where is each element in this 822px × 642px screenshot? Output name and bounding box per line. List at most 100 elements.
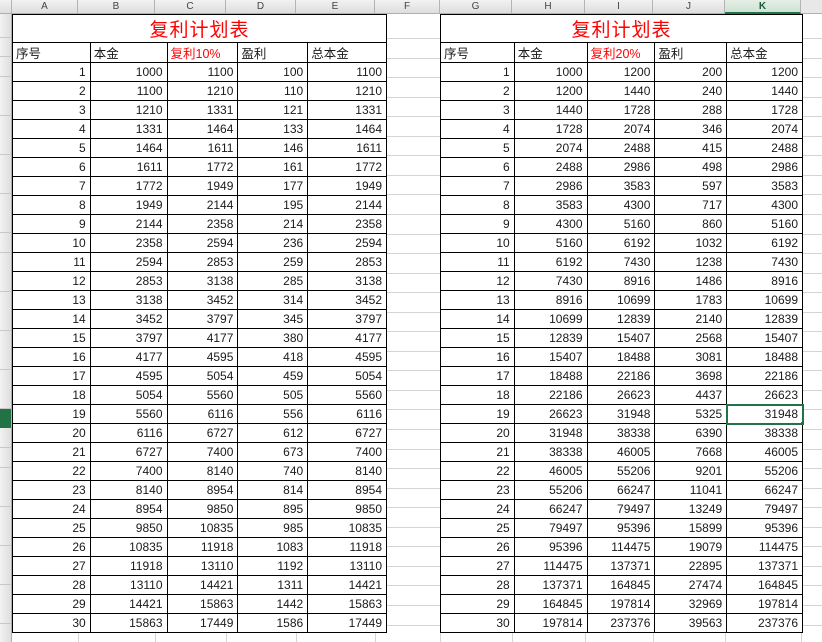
cell-r23-c1[interactable]: 8140 bbox=[89, 480, 168, 500]
cell-r12-c2[interactable]: 8916 bbox=[586, 271, 656, 291]
cell-r14-c0[interactable]: 14 bbox=[440, 309, 515, 329]
cell-r13-c4[interactable]: 10699 bbox=[726, 290, 803, 310]
cell-r1-c1[interactable]: 1000 bbox=[89, 62, 168, 82]
cell-r27-c1[interactable]: 114475 bbox=[513, 556, 588, 576]
cell-r14-c3[interactable]: 2140 bbox=[654, 309, 728, 329]
row-header-18[interactable] bbox=[0, 389, 11, 409]
cell-r7-c3[interactable]: 597 bbox=[654, 176, 728, 196]
cell-r7-c2[interactable]: 3583 bbox=[586, 176, 656, 196]
cell-r24-c2[interactable]: 9850 bbox=[166, 499, 239, 519]
cell-r25-c0[interactable]: 25 bbox=[12, 518, 91, 538]
table-row[interactable]: 15 3797 4177 380 4177 bbox=[12, 328, 387, 348]
cell-r22-c3[interactable]: 740 bbox=[237, 461, 309, 481]
cell-r22-c1[interactable]: 7400 bbox=[89, 461, 168, 481]
cell-r23-c2[interactable]: 8954 bbox=[166, 480, 239, 500]
cell-r19-c3[interactable]: 5325 bbox=[654, 404, 728, 424]
cell-r29-c0[interactable]: 29 bbox=[440, 594, 515, 614]
cell-r24-c4[interactable]: 79497 bbox=[726, 499, 803, 519]
cell-r25-c1[interactable]: 79497 bbox=[513, 518, 588, 538]
table-row[interactable]: 18 22186 26623 4437 26623 bbox=[440, 385, 803, 405]
cell-r3-c2[interactable]: 1728 bbox=[586, 100, 656, 120]
table-row[interactable]: 1 1000 1200 200 1200 bbox=[440, 62, 803, 82]
cell-r5-c0[interactable]: 5 bbox=[12, 138, 91, 158]
cell-r5-c2[interactable]: 2488 bbox=[586, 138, 656, 158]
table-row[interactable]: 6 2488 2986 498 2986 bbox=[440, 157, 803, 177]
row-header-28[interactable] bbox=[0, 585, 11, 605]
cell-r27-c0[interactable]: 27 bbox=[440, 556, 515, 576]
cell-r6-c1[interactable]: 2488 bbox=[513, 157, 588, 177]
column-label-4[interactable]: 总本金 bbox=[726, 42, 803, 63]
cell-r22-c4[interactable]: 8140 bbox=[307, 461, 387, 481]
cell-r28-c2[interactable]: 164845 bbox=[586, 575, 656, 595]
cell-r10-c2[interactable]: 2594 bbox=[166, 233, 239, 253]
table-row[interactable]: 21 38338 46005 7668 46005 bbox=[440, 442, 803, 462]
cell-r8-c0[interactable]: 8 bbox=[440, 195, 515, 215]
worksheet-grid[interactable]: 复利计划表 序号 本金 复利10% 盈利 总本金 1 1000 1100 100 1100 2 1100… bbox=[12, 14, 822, 642]
cell-r19-c4[interactable]: 6116 bbox=[307, 404, 387, 424]
select-all-corner[interactable] bbox=[0, 0, 12, 13]
column-header-g[interactable]: G bbox=[440, 0, 512, 13]
table-row[interactable]: 25 79497 95396 15899 95396 bbox=[440, 518, 803, 538]
cell-r18-c4[interactable]: 5560 bbox=[307, 385, 387, 405]
cell-r26-c3[interactable]: 19079 bbox=[654, 537, 728, 557]
row-header-24[interactable] bbox=[0, 507, 11, 527]
fill-handle[interactable] bbox=[800, 421, 802, 423]
cell-r27-c3[interactable]: 1192 bbox=[237, 556, 309, 576]
cell-r13-c2[interactable]: 3452 bbox=[166, 290, 239, 310]
cell-r11-c2[interactable]: 2853 bbox=[166, 252, 239, 272]
cell-r7-c0[interactable]: 7 bbox=[12, 176, 91, 196]
cell-r11-c3[interactable]: 1238 bbox=[654, 252, 728, 272]
cell-r9-c4[interactable]: 5160 bbox=[726, 214, 803, 234]
cell-r2-c1[interactable]: 1200 bbox=[513, 81, 588, 101]
cell-r23-c4[interactable]: 8954 bbox=[307, 480, 387, 500]
cell-r8-c3[interactable]: 195 bbox=[237, 195, 309, 215]
cell-r24-c0[interactable]: 24 bbox=[12, 499, 91, 519]
table-row[interactable]: 25 9850 10835 985 10835 bbox=[12, 518, 387, 538]
cell-r16-c3[interactable]: 3081 bbox=[654, 347, 728, 367]
cell-r25-c4[interactable]: 95396 bbox=[726, 518, 803, 538]
cell-r30-c1[interactable]: 197814 bbox=[513, 613, 588, 633]
column-header-a[interactable]: A bbox=[12, 0, 78, 13]
cell-r17-c4[interactable]: 5054 bbox=[307, 366, 387, 386]
cell-r28-c2[interactable]: 14421 bbox=[166, 575, 239, 595]
cell-r9-c4[interactable]: 2358 bbox=[307, 214, 387, 234]
table-row[interactable]: 8 1949 2144 195 2144 bbox=[12, 195, 387, 215]
cell-r2-c3[interactable]: 110 bbox=[237, 81, 309, 101]
row-header-4[interactable] bbox=[0, 116, 11, 136]
cell-r5-c1[interactable]: 2074 bbox=[513, 138, 588, 158]
cell-r23-c3[interactable]: 11041 bbox=[654, 480, 728, 500]
cell-r20-c1[interactable]: 31948 bbox=[513, 423, 588, 443]
table-row[interactable]: 24 66247 79497 13249 79497 bbox=[440, 499, 803, 519]
table-row[interactable]: 4 1331 1464 133 1464 bbox=[12, 119, 387, 139]
row-header-30[interactable] bbox=[0, 624, 11, 642]
table-row[interactable]: 27 114475 137371 22895 137371 bbox=[440, 556, 803, 576]
column-header-e[interactable]: E bbox=[296, 0, 375, 13]
cell-r26-c2[interactable]: 114475 bbox=[586, 537, 656, 557]
cell-r22-c2[interactable]: 55206 bbox=[586, 461, 656, 481]
cell-r1-c0[interactable]: 1 bbox=[440, 62, 515, 82]
cell-r13-c4[interactable]: 3452 bbox=[307, 290, 387, 310]
column-label-0[interactable]: 序号 bbox=[12, 42, 91, 63]
row-header[interactable] bbox=[0, 38, 11, 57]
cell-r8-c2[interactable]: 2144 bbox=[166, 195, 239, 215]
cell-r18-c0[interactable]: 18 bbox=[440, 385, 515, 405]
cell-r3-c2[interactable]: 1331 bbox=[166, 100, 239, 120]
cell-r3-c1[interactable]: 1440 bbox=[513, 100, 588, 120]
column-header-i[interactable]: I bbox=[585, 0, 653, 13]
table-row[interactable]: 30 15863 17449 1586 17449 bbox=[12, 613, 387, 633]
cell-r10-c4[interactable]: 6192 bbox=[726, 233, 803, 253]
cell-r15-c3[interactable]: 2568 bbox=[654, 328, 728, 348]
cell-r14-c1[interactable]: 3452 bbox=[89, 309, 168, 329]
cell-r10-c1[interactable]: 2358 bbox=[89, 233, 168, 253]
cell-r30-c2[interactable]: 237376 bbox=[586, 613, 656, 633]
cell-r1-c2[interactable]: 1200 bbox=[586, 62, 656, 82]
cell-r27-c2[interactable]: 137371 bbox=[586, 556, 656, 576]
cell-r15-c4[interactable]: 15407 bbox=[726, 328, 803, 348]
cell-r9-c1[interactable]: 2144 bbox=[89, 214, 168, 234]
table-row[interactable]: 10 5160 6192 1032 6192 bbox=[440, 233, 803, 253]
column-header-d[interactable]: D bbox=[226, 0, 296, 13]
cell-r6-c0[interactable]: 6 bbox=[440, 157, 515, 177]
cell-r19-c2[interactable]: 6116 bbox=[166, 404, 239, 424]
cell-r20-c3[interactable]: 612 bbox=[237, 423, 309, 443]
cell-r4-c4[interactable]: 2074 bbox=[726, 119, 803, 139]
